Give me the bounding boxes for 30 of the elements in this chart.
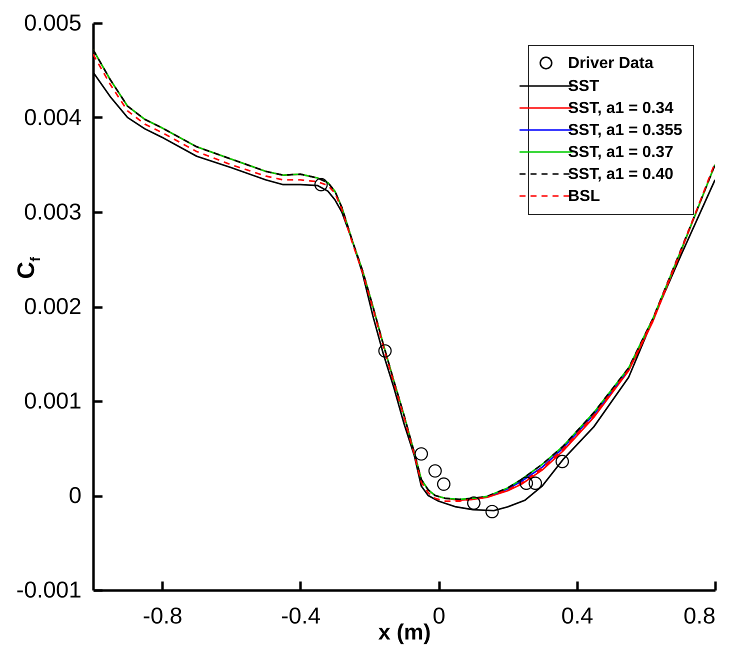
- point: [437, 477, 450, 491]
- legend-label: BSL: [568, 188, 600, 205]
- point: [314, 178, 328, 192]
- x-tick-label: -0.8: [142, 602, 182, 628]
- y-tick-label: -0.001: [16, 576, 82, 602]
- x-axis-title: x (m): [378, 620, 431, 644]
- legend-label: SST, a1 = 0.34: [568, 100, 674, 117]
- y-tick-label: 0: [68, 482, 82, 508]
- x-tick-label: 0: [432, 602, 446, 628]
- y-tick-label: 0.005: [24, 10, 82, 36]
- y-tick-label: 0.001: [24, 388, 82, 414]
- point: [485, 504, 499, 518]
- y-tick-label: 0.003: [24, 198, 82, 224]
- legend-label: SST, a1 = 0.37: [568, 144, 674, 161]
- point: [556, 454, 569, 468]
- legend-label: Driver Data: [568, 55, 654, 72]
- y-tick-label: 0.004: [24, 104, 82, 130]
- legend-label: SST: [568, 78, 600, 95]
- point: [520, 476, 534, 490]
- legend-label: SST, a1 = 0.355: [568, 122, 682, 139]
- point: [378, 344, 392, 358]
- legend-label: SST, a1 = 0.40: [568, 166, 674, 183]
- x-tick-label: -0.4: [281, 602, 321, 628]
- y-tick-label: 0.002: [24, 293, 82, 319]
- x-tick-label: 0.8: [684, 602, 716, 628]
- point: [528, 476, 542, 490]
- point: [428, 464, 442, 478]
- point: [467, 496, 481, 510]
- point: [414, 447, 428, 461]
- x-tick-label: 0.4: [561, 602, 594, 628]
